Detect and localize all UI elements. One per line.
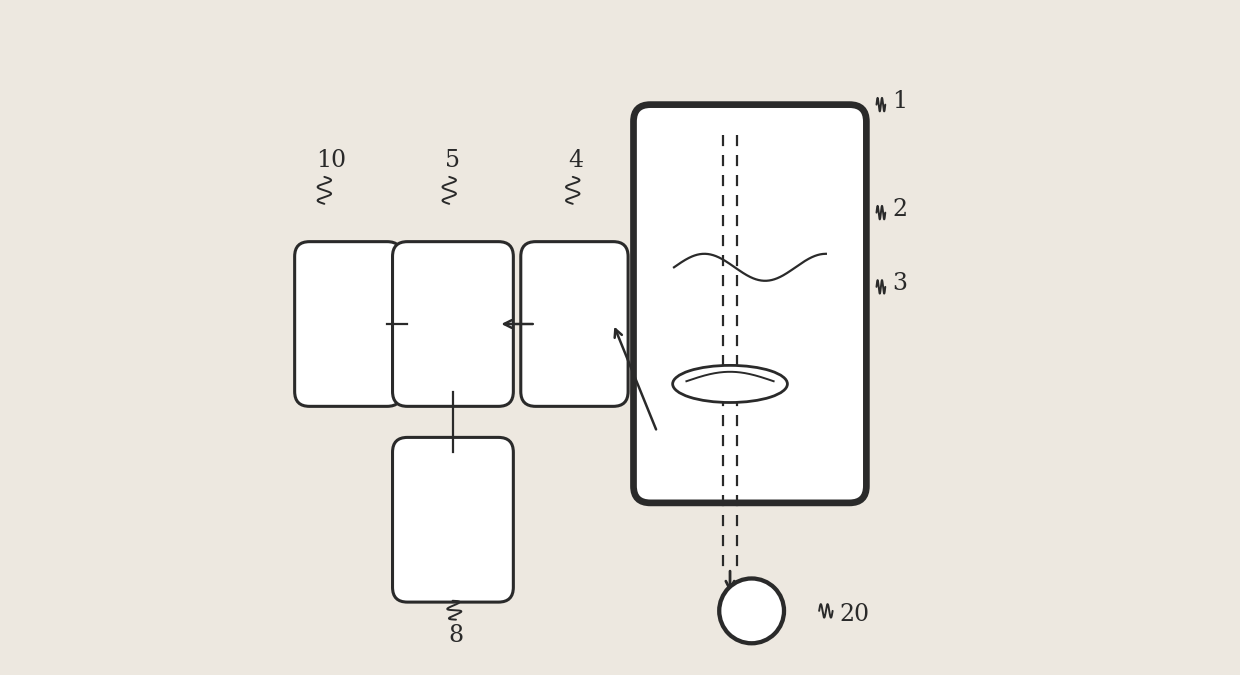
FancyBboxPatch shape	[295, 242, 402, 406]
Text: 8: 8	[449, 624, 464, 647]
Circle shape	[719, 578, 784, 643]
Text: 1: 1	[892, 90, 908, 113]
Text: 20: 20	[839, 603, 869, 626]
Text: 2: 2	[892, 198, 908, 221]
Ellipse shape	[672, 365, 787, 402]
Text: 4: 4	[569, 149, 584, 172]
FancyBboxPatch shape	[393, 242, 513, 406]
Text: 10: 10	[316, 149, 346, 172]
FancyBboxPatch shape	[634, 105, 867, 503]
Text: 5: 5	[445, 149, 460, 172]
FancyBboxPatch shape	[393, 437, 513, 602]
FancyBboxPatch shape	[521, 242, 629, 406]
Text: 3: 3	[892, 272, 906, 295]
